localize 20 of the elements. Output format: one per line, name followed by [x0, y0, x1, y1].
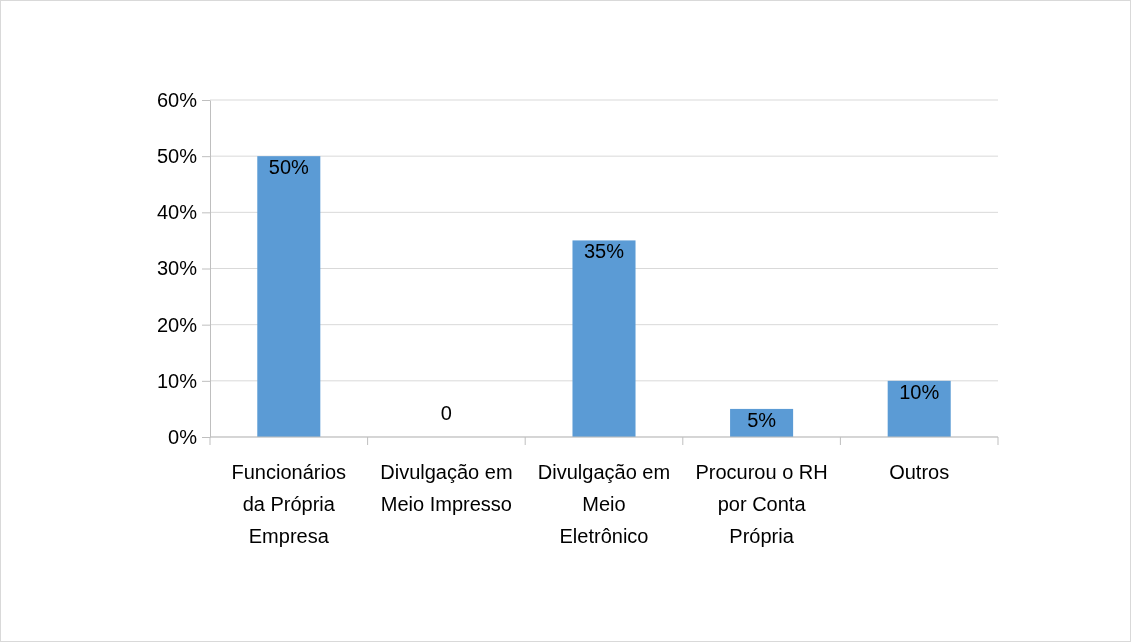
x-tick-label: Divulgação em Meio Impresso	[380, 461, 513, 515]
x-tick-label: Outros	[889, 461, 950, 483]
y-tick-label: 50%	[156, 145, 198, 168]
x-tick-label: Procurou o RH por Conta Própria	[695, 461, 828, 547]
data-label: 35%	[583, 240, 625, 263]
y-tick-label: 60%	[156, 88, 198, 111]
y-tick-label: 10%	[156, 369, 198, 392]
data-label: 5%	[747, 408, 777, 431]
bar	[257, 156, 321, 437]
bar	[572, 240, 636, 437]
x-tick-label: Divulgação em Meio Eletrônico	[537, 461, 671, 547]
y-tick-label: 40%	[156, 201, 198, 224]
x-tick-label: Funcionários da Própria Empresa	[231, 461, 347, 547]
y-tick-label: 0%	[168, 425, 198, 448]
data-label: 0	[440, 402, 452, 424]
y-tick-label: 30%	[156, 257, 198, 280]
data-label: 50%	[268, 156, 310, 179]
y-tick-label: 20%	[156, 313, 198, 336]
bar	[887, 380, 951, 437]
data-label: 10%	[899, 380, 940, 403]
